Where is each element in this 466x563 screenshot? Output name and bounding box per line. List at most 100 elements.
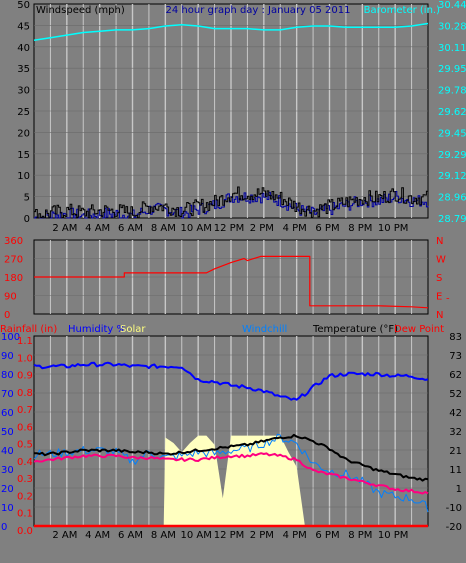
- x-tick-label: 6 PM: [315, 223, 339, 234]
- windspeed-line: [34, 186, 429, 219]
- x-tick-label: 4 AM: [85, 223, 110, 234]
- windspeed-tick: 50: [17, 0, 30, 11]
- direction-degree-tick: 180: [4, 273, 23, 284]
- barometer-tick: 30.44: [438, 0, 466, 11]
- x-tick-label: 8 AM: [151, 530, 176, 541]
- solar-legend: Solar: [120, 324, 146, 335]
- x-tick-label: 12 PM: [214, 223, 245, 234]
- barometer-tick: 29.45: [438, 128, 466, 139]
- solar-area: [163, 435, 307, 526]
- windspeed-tick: 20: [17, 128, 30, 139]
- x-tick-label: 12 PM: [214, 530, 245, 541]
- barometer-tick: 29.62: [438, 107, 466, 118]
- windspeed-tick: 25: [17, 107, 30, 118]
- dewpoint-legend: Dew Point: [394, 324, 444, 335]
- humidity-tick: 100: [1, 332, 20, 343]
- humidity-legend: Humidity %: [68, 324, 126, 335]
- rainfall-tick: 0.6: [17, 422, 33, 433]
- x-tick-label: 8 PM: [348, 530, 372, 541]
- windspeed-tick: 35: [17, 64, 30, 75]
- rainfall-legend: Rainfall (in): [0, 324, 57, 335]
- windchill-line: [33, 433, 429, 513]
- barometer-tick: 30.28: [438, 21, 466, 32]
- windspeed-axis-label: Windspeed (mph): [36, 5, 125, 16]
- humidity-tick: 10: [1, 503, 14, 514]
- temperature-tick: 52: [449, 389, 462, 400]
- humidity-line: [33, 361, 429, 401]
- rainfall-tick: 1.0: [17, 353, 33, 364]
- x-tick-label: 8 PM: [348, 223, 372, 234]
- humidity-tick: 70: [1, 389, 14, 400]
- rainfall-tick: 0.1: [17, 509, 33, 520]
- rainfall-tick: 1.1: [17, 336, 33, 347]
- temperature-line: [34, 433, 429, 482]
- temperature-tick: -20: [446, 522, 462, 533]
- windchill-legend: Windchill: [242, 324, 287, 335]
- barometer-line: [33, 22, 429, 42]
- windspeed-tick: 15: [17, 150, 30, 161]
- compass-tick: E: [436, 292, 442, 303]
- x-tick-label: 6 AM: [118, 223, 143, 234]
- x-tick-label: 2 PM: [250, 223, 274, 234]
- windspeed-tick: 0: [24, 214, 30, 225]
- temperature-tick: 62: [449, 370, 462, 381]
- barometer-tick: 28.96: [438, 193, 466, 204]
- rainfall-tick: 0.4: [17, 457, 33, 468]
- barometer-tick: 29.78: [438, 86, 466, 97]
- barometer-axis-label: Barometer (in.): [364, 5, 440, 16]
- barometer-tick: 28.79: [438, 214, 466, 225]
- x-tick-label: 4 PM: [283, 223, 307, 234]
- compass-tick: N: [436, 236, 443, 247]
- barometer-tick: 29.95: [438, 64, 466, 75]
- rainfall-tick: 0.0: [17, 526, 33, 537]
- windspeed-tick: 40: [17, 43, 30, 54]
- rainfall-tick: 0.5: [17, 440, 33, 451]
- compass-tick: W: [436, 255, 446, 266]
- x-tick-label: 4 PM: [283, 530, 307, 541]
- humidity-tick: 80: [1, 370, 14, 381]
- temperature-tick: 42: [449, 408, 462, 419]
- humidity-tick: 40: [1, 446, 14, 457]
- humidity-tick: 50: [1, 427, 14, 438]
- x-tick-label: 10 AM: [180, 530, 211, 541]
- compass-tick: N: [436, 310, 443, 321]
- temperature-tick: 21: [449, 446, 462, 457]
- barometer-tick: 29.12: [438, 171, 466, 182]
- windspeed-tick: 10: [17, 171, 30, 182]
- barometer-tick: 29.29: [438, 150, 466, 161]
- x-tick-label: 6 AM: [118, 530, 143, 541]
- x-tick-label: 2 PM: [250, 530, 274, 541]
- humidity-tick: 30: [1, 465, 14, 476]
- temperature-tick: 73: [449, 351, 462, 362]
- x-tick-label: 2 AM: [52, 530, 77, 541]
- humidity-tick: 20: [1, 484, 14, 495]
- x-tick-label: 8 AM: [151, 223, 176, 234]
- x-tick-label: 10 PM: [378, 223, 409, 234]
- direction-degree-tick: 90: [4, 292, 17, 303]
- compass-tick-suffix: -: [446, 294, 450, 305]
- x-tick-label: 6 PM: [315, 530, 339, 541]
- windspeed-tick: 45: [17, 21, 30, 32]
- graph-title: 24 hour graph day : January 05 2011: [166, 5, 351, 16]
- dewpoint-line: [33, 452, 429, 495]
- rainfall-tick: 0.9: [17, 371, 33, 382]
- temperature-legend: Temperature (°F): [312, 324, 398, 335]
- temperature-tick: -10: [446, 503, 462, 514]
- rainfall-tick: 0.8: [17, 388, 33, 399]
- x-tick-label: 10 AM: [180, 223, 211, 234]
- humidity-tick: 0: [1, 522, 7, 533]
- temperature-tick: 1: [456, 484, 462, 495]
- humidity-tick: 90: [1, 351, 14, 362]
- wind-direction-line: [34, 255, 429, 309]
- windspeed-tick: 5: [24, 193, 30, 204]
- humidity-tick: 60: [1, 408, 14, 419]
- direction-degree-tick: 270: [4, 255, 23, 266]
- x-tick-label: 4 AM: [85, 530, 110, 541]
- windspeed-tick: 30: [17, 86, 30, 97]
- rainfall-tick: 0.3: [17, 474, 33, 485]
- temperature-tick: 32: [449, 427, 462, 438]
- temperature-tick: 83: [449, 332, 462, 343]
- rainfall-tick: 0.2: [17, 491, 33, 502]
